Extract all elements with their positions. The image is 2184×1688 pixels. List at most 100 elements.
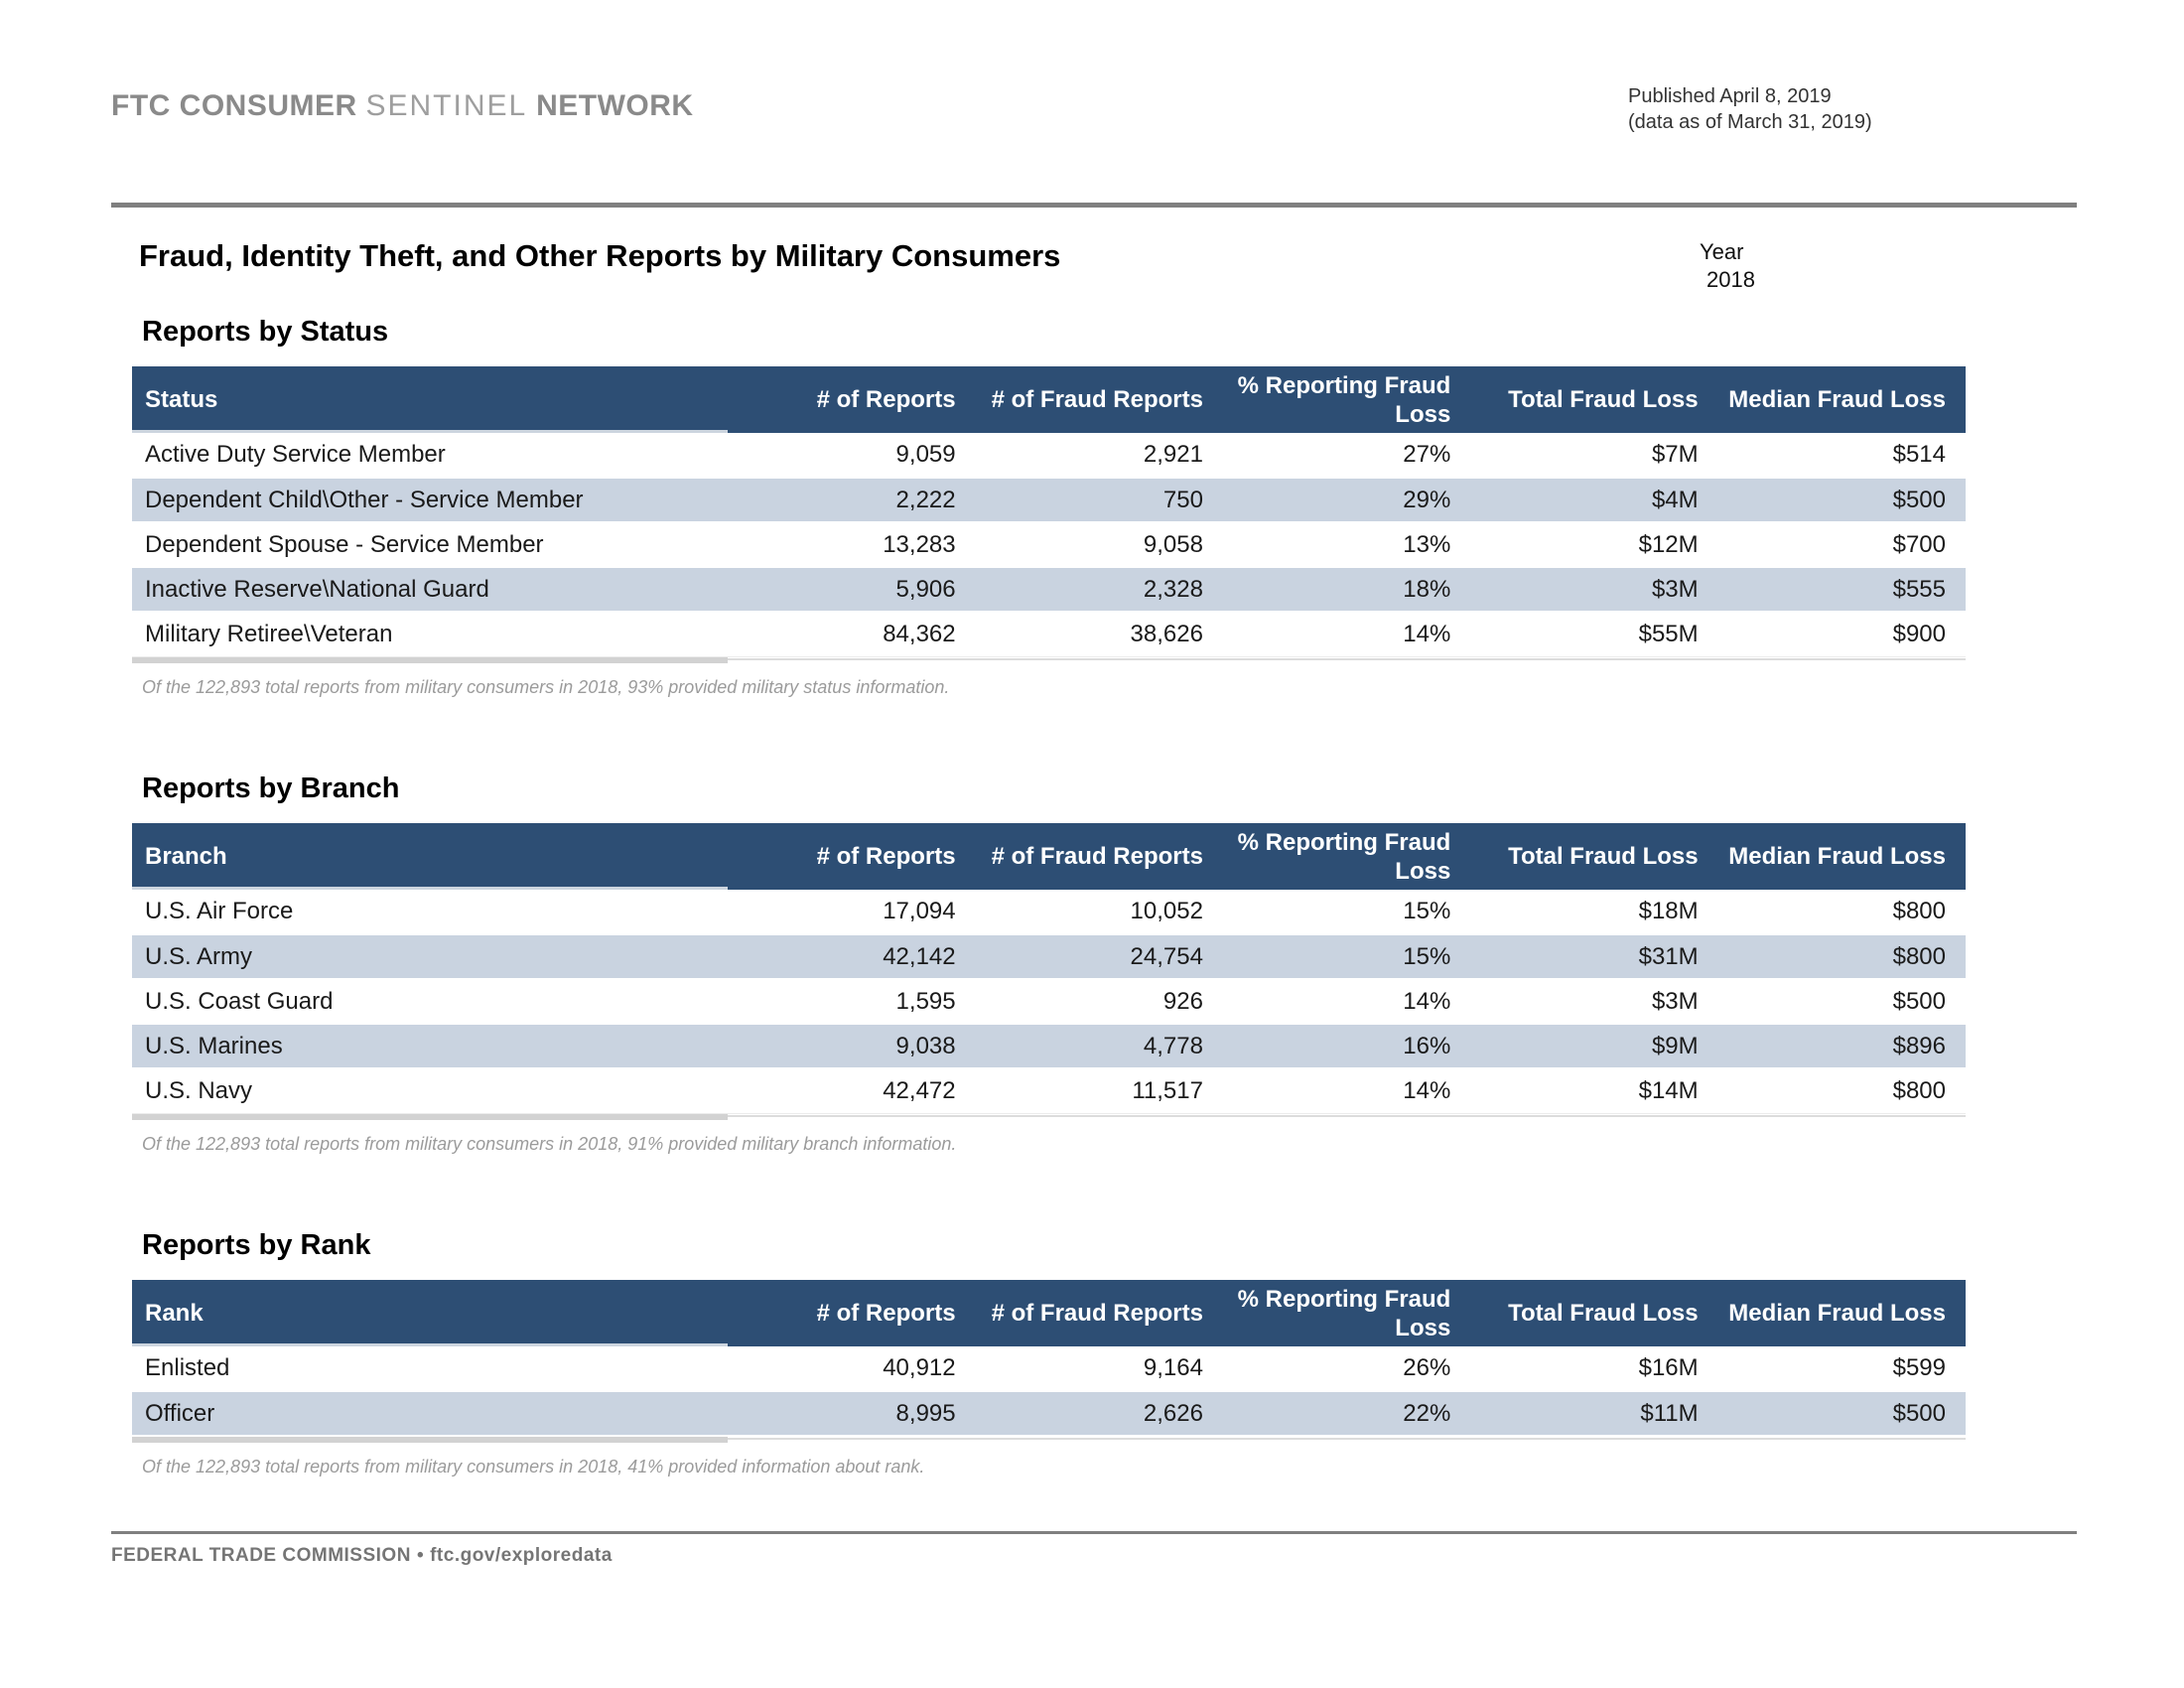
row-value: $11M — [1640, 1399, 1699, 1427]
row-value: 27% — [1403, 441, 1451, 468]
published-date: Published April 8, 2019 (data as of Marc… — [1628, 83, 1872, 135]
table-row: U.S. Coast Guard 1,595 926 14% $3M $500 — [132, 979, 1966, 1024]
status-table: Status # of Reports # of Fraud Reports% Re… — [132, 366, 1966, 657]
status-footnote: Of the 122,893 total reports from milita… — [142, 676, 950, 697]
table-row: Inactive Reserve\National Guard 5,906 2,32… — [132, 567, 1966, 612]
row-value: $500 — [1892, 987, 1946, 1015]
footer-link[interactable]: ftc.gov/exploredata — [430, 1545, 613, 1566]
row-value: 84,362 — [883, 620, 956, 647]
brand-part-light: SENTINEL — [365, 89, 528, 122]
table-row: U.S. Army 42,142 24,754 15% $31M $800 — [132, 934, 1966, 979]
table-bottom-border — [132, 1113, 1966, 1122]
column-header: # of Fraud Reports — [975, 823, 1223, 890]
row-value: 2,921 — [1143, 441, 1203, 468]
row-value: $12M — [1638, 530, 1699, 558]
table-header-row: Status # of Reports # of Fraud Reports% Re… — [132, 366, 1966, 433]
rank-footnote: Of the 122,893 total reports from milita… — [142, 1457, 925, 1477]
table-bottom-border — [132, 656, 1966, 665]
column-header: Median Fraud Loss — [1717, 1280, 1966, 1346]
row-value: 5,906 — [895, 575, 956, 603]
row-value: 13,283 — [883, 530, 956, 558]
row-label: Military Retiree\Veteran — [145, 620, 393, 647]
row-value: 4,778 — [1143, 1032, 1203, 1059]
row-value: $896 — [1892, 1032, 1946, 1059]
column-header: Median Fraud Loss — [1717, 823, 1966, 890]
column-header: # of Fraud Reports — [975, 1280, 1223, 1346]
row-value: $555 — [1892, 575, 1946, 603]
row-value: 2,626 — [1143, 1399, 1203, 1427]
row-value: 40,912 — [883, 1354, 956, 1381]
column-header: % Reporting Fraud Loss — [1222, 366, 1471, 433]
column-header: Total Fraud Loss — [1470, 823, 1718, 890]
row-value: 15% — [1403, 942, 1451, 970]
row-value: 29% — [1403, 486, 1451, 513]
year-label: Year — [1700, 239, 1744, 264]
row-value: 14% — [1403, 987, 1451, 1015]
row-value: $700 — [1892, 530, 1946, 558]
row-label: Officer — [145, 1399, 215, 1427]
row-value: 9,164 — [1143, 1354, 1203, 1381]
row-value: $31M — [1638, 942, 1699, 970]
row-label: U.S. Marines — [145, 1032, 283, 1059]
table-row: Military Retiree\Veteran 84,362 38,626 14% $… — [132, 612, 1966, 656]
column-header: # of Reports — [728, 1280, 976, 1346]
header-divider — [111, 203, 2077, 208]
column-header: # of Reports — [728, 366, 976, 433]
row-label: U.S. Army — [145, 942, 253, 970]
section-title: Reports by Rank — [142, 1229, 371, 1261]
row-value: 15% — [1403, 898, 1451, 924]
published-line1: Published April 8, 2019 — [1628, 85, 1832, 107]
row-value: 1,595 — [895, 987, 956, 1015]
row-value: $9M — [1651, 1032, 1699, 1059]
row-value: 42,142 — [883, 942, 956, 970]
table-row: Active Duty Service Member 9,059 2,921 27% $… — [132, 433, 1966, 478]
section-reports-by-branch: Reports by Branch Branch # of Reports # of… — [132, 771, 1966, 1155]
published-line2: (data as of March 31, 2019) — [1628, 111, 1872, 133]
row-value: 14% — [1403, 1076, 1451, 1104]
brand-part-bold: NETWORK — [536, 89, 694, 122]
row-label: Dependent Child\Other - Service Member — [145, 486, 584, 513]
row-value: 8,995 — [895, 1399, 956, 1427]
row-value: 13% — [1403, 530, 1451, 558]
row-value: $900 — [1892, 620, 1946, 647]
year-filter: Year 2018 — [1700, 238, 1755, 294]
row-value: 42,472 — [883, 1076, 956, 1104]
row-label: Enlisted — [145, 1354, 230, 1381]
column-header: # of Reports — [728, 823, 976, 890]
row-value: 9,059 — [895, 441, 956, 468]
row-value: 2,328 — [1143, 575, 1203, 603]
row-value: $55M — [1638, 620, 1699, 647]
row-value: $500 — [1892, 486, 1946, 513]
column-header: Median Fraud Loss — [1717, 366, 1966, 433]
row-value: 11,517 — [1132, 1076, 1203, 1104]
row-label: Active Duty Service Member — [145, 441, 446, 468]
footer: FEDERAL TRADE COMMISSION • ftc.gov/explore… — [111, 1545, 613, 1567]
year-value: 2018 — [1706, 267, 1755, 292]
section-title: Reports by Status — [142, 316, 389, 348]
column-header: Rank — [132, 1280, 729, 1346]
table-row: U.S. Navy 42,472 11,517 14% $14M $800 — [132, 1068, 1966, 1113]
row-value: $800 — [1892, 1076, 1946, 1104]
row-value: $18M — [1638, 898, 1699, 924]
table-row: U.S. Marines 9,038 4,778 16% $9M $896 — [132, 1024, 1966, 1068]
section-reports-by-rank: Reports by Rank Rank # of Reports # of Fra… — [132, 1227, 1966, 1477]
rank-table: Rank # of Reports # of Fraud Reports% Repo… — [132, 1280, 1966, 1437]
footer-divider — [111, 1531, 2077, 1534]
table-bottom-border — [132, 1437, 1966, 1445]
row-value: 38,626 — [1130, 620, 1203, 647]
row-value: $800 — [1892, 898, 1946, 924]
column-header: % Reporting Fraud Loss — [1222, 1280, 1471, 1346]
table-row: Enlisted 40,912 9,164 26% $16M $599 — [132, 1346, 1966, 1391]
column-header: Status — [132, 366, 729, 433]
table-header-row: Rank # of Reports # of Fraud Reports% Repo… — [132, 1280, 1966, 1346]
section-reports-by-status: Reports by Status Status # of Reports # of… — [132, 314, 1966, 698]
row-value: $800 — [1892, 942, 1946, 970]
row-value: 24,754 — [1130, 942, 1203, 970]
brand-part-bold: FTC CONSUMER — [111, 89, 357, 122]
row-value: $4M — [1651, 486, 1699, 513]
table-row: U.S. Air Force 17,094 10,052 15% $18M $800 — [132, 890, 1966, 934]
table-row: Officer 8,995 2,626 22% $11M $500 — [132, 1391, 1966, 1436]
row-value: $16M — [1638, 1354, 1699, 1381]
column-header: # of Fraud Reports — [975, 366, 1223, 433]
row-value: 2,222 — [895, 486, 956, 513]
